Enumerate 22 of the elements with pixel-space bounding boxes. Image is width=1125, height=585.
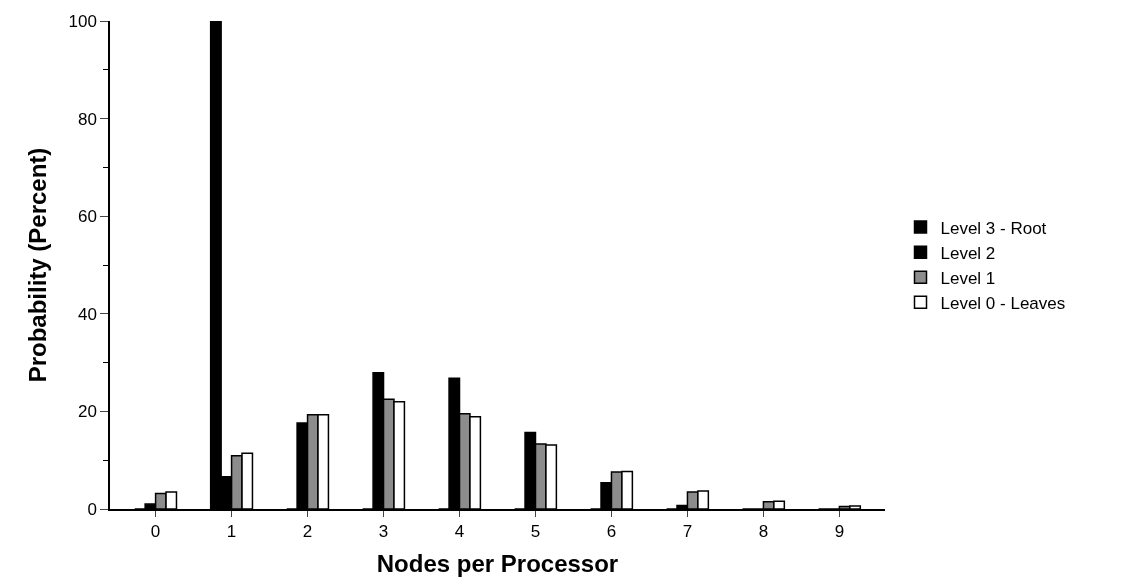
x-tick-label: 8 — [758, 522, 769, 542]
x-tick-label: 6 — [606, 522, 617, 542]
x-tick-label: 9 — [834, 522, 845, 542]
legend-label: Level 1 — [940, 268, 996, 288]
x-tick-label: 1 — [226, 522, 237, 542]
y-tick-label: 100 — [68, 11, 97, 31]
y-tick-label: 40 — [77, 304, 97, 324]
y-tick-label: 20 — [77, 402, 97, 422]
x-tick-label: 3 — [378, 522, 389, 542]
y-tick-label: 60 — [77, 207, 97, 227]
x-tick-label: 2 — [302, 522, 313, 542]
y-tick-label: 80 — [77, 109, 97, 129]
legend-label: Level 2 — [940, 243, 996, 263]
legend-label: Level 3 - Root — [940, 218, 1047, 238]
y-tick-label: 0 — [87, 499, 97, 519]
legend-label: Level 0 - Leaves — [940, 293, 1066, 313]
x-tick-label: 4 — [454, 522, 465, 542]
x-tick-label: 5 — [530, 522, 541, 542]
x-tick-label: 0 — [150, 522, 161, 542]
y-axis-title: Probability (Percent) — [24, 147, 52, 383]
x-axis-title: Nodes per Processor — [376, 549, 619, 577]
x-tick-label: 7 — [682, 522, 693, 542]
